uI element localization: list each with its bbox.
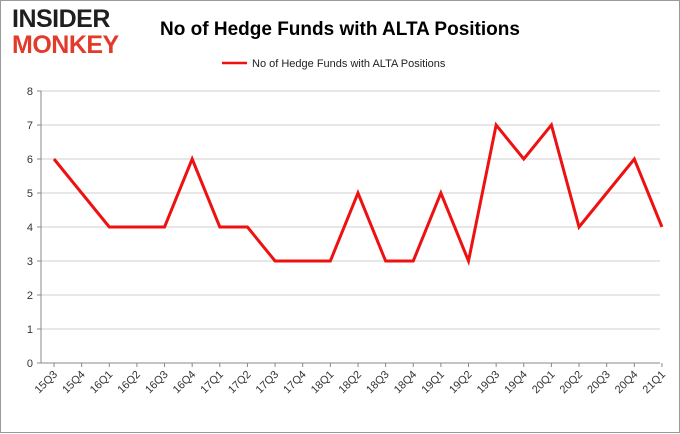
x-axis: 15Q3 15Q4 16Q1 16Q2 16Q3 16Q4 17Q1 17Q2 17Q3 17Q4… — [33, 362, 669, 397]
x-tick-label: 17Q4 — [281, 369, 309, 397]
x-tick-label: 20Q3 — [585, 369, 613, 397]
data-point — [274, 260, 277, 263]
x-tick-label: 19Q3 — [475, 369, 503, 397]
logo-line-1: INSIDER — [12, 5, 110, 33]
y-tick-label: 1 — [27, 324, 33, 336]
data-point — [135, 226, 138, 229]
x-tick-label: 16Q3 — [143, 369, 171, 397]
data-point — [356, 192, 359, 195]
data-point — [80, 192, 83, 195]
series-layer — [52, 121, 664, 267]
series-line — [52, 121, 664, 267]
x-tick-label: 16Q2 — [116, 369, 144, 397]
y-tick-label: 5 — [27, 188, 33, 200]
insider-monkey-logo: INSIDER MONKEY — [12, 5, 120, 59]
y-axis: 0 1 2 3 4 5 6 7 8 — [27, 86, 42, 370]
y-tick-label: 3 — [27, 256, 33, 268]
x-tick-label: 18Q3 — [364, 369, 392, 397]
x-tick-label: 16Q1 — [88, 369, 116, 397]
x-tick-label: 18Q2 — [337, 369, 365, 397]
data-point — [53, 158, 56, 161]
legend: No of Hedge Funds with ALTA Positions — [222, 58, 446, 70]
data-point — [578, 226, 581, 229]
data-point — [191, 158, 194, 161]
y-tick-label: 2 — [27, 290, 33, 302]
data-point — [412, 260, 415, 263]
data-point — [384, 260, 387, 263]
x-tick-label: 20Q4 — [613, 369, 641, 397]
y-tick-label: 0 — [27, 358, 33, 370]
y-tick-label: 6 — [27, 154, 33, 166]
data-point — [329, 260, 332, 263]
y-tick-label: 4 — [27, 222, 33, 234]
legend-label: No of Hedge Funds with ALTA Positions — [252, 58, 446, 70]
data-point — [246, 226, 249, 229]
logo-line-2: MONKEY — [12, 31, 120, 59]
data-point — [550, 124, 553, 127]
data-point — [301, 260, 304, 263]
data-point — [163, 226, 166, 229]
data-point — [605, 192, 608, 195]
x-tick-label: 21Q1 — [641, 369, 669, 397]
x-tick-label: 17Q1 — [198, 369, 226, 397]
data-point — [495, 124, 498, 127]
x-tick-label: 20Q2 — [558, 369, 586, 397]
data-point — [467, 260, 470, 263]
x-tick-label: 15Q4 — [60, 369, 88, 397]
x-tick-label: 19Q1 — [419, 369, 447, 397]
x-tick-label: 18Q1 — [309, 369, 337, 397]
x-tick-label: 20Q1 — [530, 369, 558, 397]
data-point — [660, 226, 663, 229]
x-tick-label: 19Q4 — [502, 369, 530, 397]
y-tick-label: 8 — [27, 86, 33, 98]
data-point — [633, 158, 636, 161]
y-tick-label: 7 — [27, 120, 33, 132]
x-tick-label: 15Q3 — [33, 369, 61, 397]
x-tick-label: 18Q4 — [392, 369, 420, 397]
data-point — [522, 158, 525, 161]
x-tick-label: 17Q2 — [226, 369, 254, 397]
data-point — [439, 192, 442, 195]
chart-title: No of Hedge Funds with ALTA Positions — [160, 19, 520, 40]
data-point — [218, 226, 221, 229]
data-point — [108, 226, 111, 229]
x-tick-label: 16Q4 — [171, 369, 199, 397]
x-tick-label: 17Q3 — [254, 369, 282, 397]
x-tick-label: 19Q2 — [447, 369, 475, 397]
